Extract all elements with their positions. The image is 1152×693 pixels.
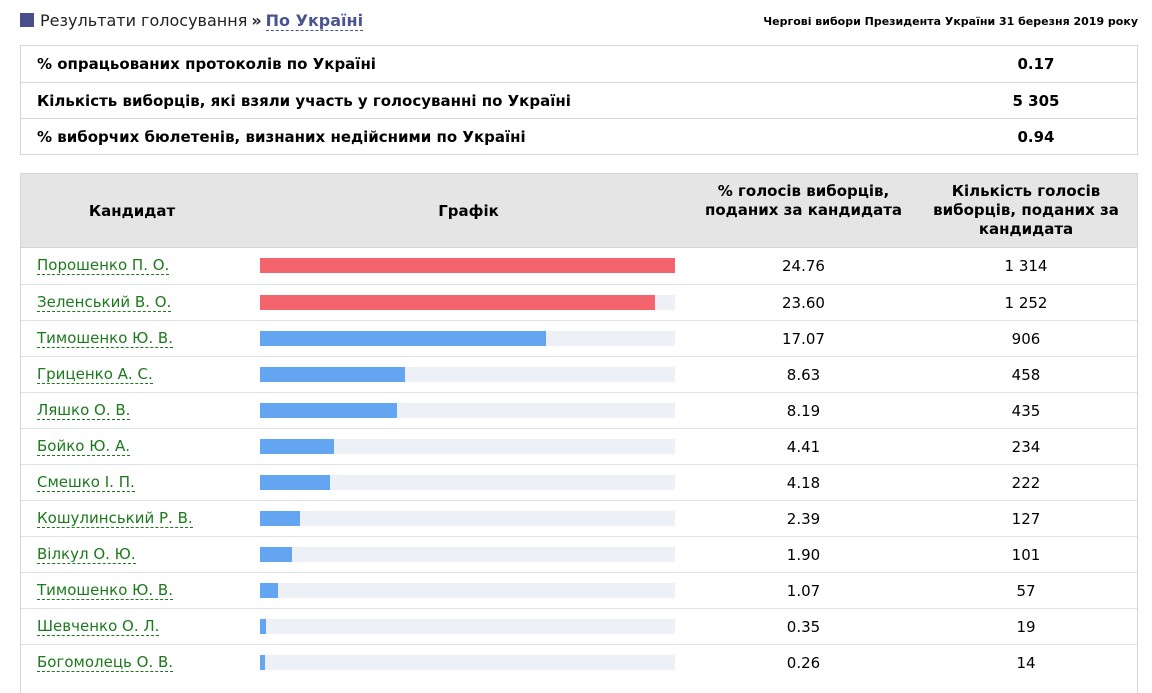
vote-bar — [260, 655, 265, 670]
header-candidate: Кандидат — [88, 202, 176, 220]
vote-count: 127 — [1011, 510, 1041, 528]
vote-bar — [260, 547, 292, 562]
vote-count: 1 252 — [1004, 294, 1048, 312]
candidate-link[interactable]: Ляшко О. В. — [37, 401, 131, 420]
vote-bar — [260, 619, 266, 634]
vote-count: 435 — [1011, 402, 1041, 420]
vote-percent: 4.41 — [786, 438, 821, 456]
summary-row: % опрацьованих протоколів по Україні 0.1… — [21, 46, 1137, 82]
vote-percent: 8.63 — [786, 366, 821, 384]
breadcrumb-separator: » — [251, 11, 262, 30]
vote-bar — [260, 295, 656, 310]
vote-bar-track — [260, 258, 675, 273]
vote-count: 101 — [1011, 546, 1041, 564]
summary-value: 5 305 — [1012, 92, 1060, 110]
candidate-link[interactable]: Кошулинський Р. В. — [37, 509, 193, 528]
vote-percent: 23.60 — [782, 294, 825, 312]
table-row: Порошенко П. О. 24.76 1 314 — [21, 248, 1137, 284]
summary-value: 0.17 — [1017, 55, 1055, 73]
vote-bar — [260, 583, 278, 598]
vote-percent: 1.90 — [786, 546, 821, 564]
summary-value: 0.94 — [1017, 128, 1055, 146]
header-bar: Результати голосування» По Україні Чергов… — [20, 10, 1138, 34]
table-row: Тимошенко Ю. В. 17.07 906 — [21, 320, 1137, 356]
candidate-link[interactable]: Тимошенко Ю. В. — [37, 581, 173, 600]
square-icon — [20, 13, 34, 27]
candidate-link[interactable]: Богомолець О. В. — [37, 653, 174, 672]
vote-bar — [260, 331, 546, 346]
vote-count: 458 — [1011, 366, 1041, 384]
table-header: Кандидат Графік % голосів виборців, пода… — [21, 174, 1137, 248]
vote-percent: 0.35 — [786, 618, 821, 636]
vote-percent: 4.18 — [786, 474, 821, 492]
summary-label: % виборчих бюлетенів, визнаних недійсним… — [37, 128, 526, 146]
header-graph: Графік — [438, 202, 499, 220]
table-row: Кошулинський Р. В. 2.39 127 — [21, 500, 1137, 536]
candidate-link[interactable]: Тимошенко Ю. В. — [37, 329, 173, 348]
breadcrumb-current-link[interactable]: По Україні — [265, 11, 364, 31]
vote-bar — [260, 258, 675, 273]
vote-percent: 17.07 — [782, 330, 825, 348]
vote-bar-track — [260, 331, 675, 346]
vote-percent: 0.26 — [786, 654, 821, 672]
summary-row: % виборчих бюлетенів, визнаних недійсним… — [21, 118, 1137, 154]
vote-percent: 8.19 — [786, 402, 821, 420]
table-row: Тимошенко Ю. В. 1.07 57 — [21, 572, 1137, 608]
vote-count: 1 314 — [1004, 257, 1048, 275]
table-row: Вілкул О. Ю. 1.90 101 — [21, 536, 1137, 572]
summary-table: % опрацьованих протоколів по Україні 0.1… — [20, 45, 1138, 155]
vote-bar-track — [260, 547, 675, 562]
breadcrumb-root: Результати голосування — [40, 11, 248, 30]
vote-percent: 1.07 — [786, 582, 821, 600]
table-body: Порошенко П. О. 24.76 1 314 Зеленський В. О… — [21, 248, 1137, 680]
candidate-link[interactable]: Гриценко А. С. — [37, 365, 153, 384]
vote-count: 19 — [1016, 618, 1036, 636]
table-row: Ляшко О. В. 8.19 435 — [21, 392, 1137, 428]
table-row: Зеленський В. О. 23.60 1 252 — [21, 284, 1137, 320]
vote-bar-track — [260, 619, 675, 634]
vote-bar — [260, 511, 301, 526]
candidate-link[interactable]: Зеленський В. О. — [37, 293, 172, 312]
vote-count: 14 — [1016, 654, 1036, 672]
vote-bar — [260, 475, 331, 490]
vote-bar — [260, 367, 405, 382]
vote-bar-track — [260, 295, 675, 310]
vote-count: 57 — [1016, 582, 1036, 600]
vote-bar-track — [260, 511, 675, 526]
vote-percent: 2.39 — [786, 510, 821, 528]
results-table: Кандидат Графік % голосів виборців, пода… — [20, 173, 1138, 693]
table-row: Шевченко О. Л. 0.35 19 — [21, 608, 1137, 644]
vote-bar-track — [260, 583, 675, 598]
vote-bar-track — [260, 655, 675, 670]
summary-label: % опрацьованих протоколів по Україні — [37, 55, 376, 73]
candidate-link[interactable]: Смешко І. П. — [37, 473, 135, 492]
table-row: Бойко Ю. А. 4.41 234 — [21, 428, 1137, 464]
vote-bar-track — [260, 403, 675, 418]
vote-bar-track — [260, 439, 675, 454]
vote-count: 906 — [1011, 330, 1041, 348]
table-row: Смешко І. П. 4.18 222 — [21, 464, 1137, 500]
candidate-link[interactable]: Порошенко П. О. — [37, 256, 170, 275]
summary-label: Кількість виборців, які взяли участь у г… — [37, 92, 571, 110]
candidate-link[interactable]: Бойко Ю. А. — [37, 437, 130, 456]
candidate-link[interactable]: Шевченко О. Л. — [37, 617, 160, 636]
table-row: Богомолець О. В. 0.26 14 — [21, 644, 1137, 680]
breadcrumb: Результати голосування» По Україні — [40, 11, 364, 31]
header-count: Кількість голосів виборців, поданих за к… — [933, 182, 1119, 238]
vote-bar-track — [260, 475, 675, 490]
candidate-link[interactable]: Вілкул О. Ю. — [37, 545, 136, 564]
table-row: Гриценко А. С. 8.63 458 — [21, 356, 1137, 392]
vote-bar — [260, 439, 334, 454]
summary-row: Кількість виборців, які взяли участь у г… — [21, 82, 1137, 118]
vote-percent: 24.76 — [782, 257, 825, 275]
vote-bar — [260, 403, 398, 418]
vote-bar-track — [260, 367, 675, 382]
vote-count: 234 — [1011, 438, 1041, 456]
election-title: Чергові вибори Президента України 31 бер… — [763, 15, 1138, 28]
vote-count: 222 — [1011, 474, 1041, 492]
header-pct: % голосів виборців, поданих за кандидата — [704, 182, 903, 219]
